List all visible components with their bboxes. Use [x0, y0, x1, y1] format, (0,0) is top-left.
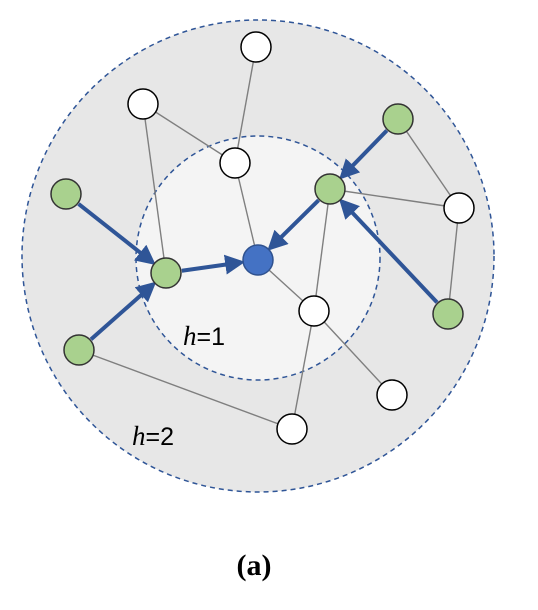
edge-w-center-top-target: [234, 162, 259, 261]
edge-w-center-bottom-w-bottom-right: [313, 310, 393, 396]
arrow-g-right-outer-g-right-inner: [338, 198, 439, 304]
edge-g-right-inner-w-center-bottom: [313, 188, 331, 312]
arrow-g-top-right-g-right-inner: [339, 129, 389, 180]
edge-g-top-right-w-right: [397, 118, 460, 209]
node-w-top: [240, 31, 272, 63]
arrow-g-right-inner-target: [267, 198, 321, 251]
hop-1-variable: h: [183, 321, 197, 351]
edge-w-upper-left-w-center-top: [142, 103, 236, 164]
edge-w-upper-left-g-left-inner: [142, 103, 167, 274]
hop-1-value: =1: [197, 323, 226, 351]
nodes: [50, 31, 475, 445]
node-w-upper-left: [127, 88, 159, 120]
node-g-right-inner: [314, 173, 346, 205]
edge-w-center-bottom-w-bottom: [291, 310, 315, 430]
figure-caption: (a): [237, 549, 272, 582]
hop-1-label: h=1: [183, 321, 225, 351]
node-target: [242, 244, 274, 276]
hop-2-variable: h: [132, 421, 146, 451]
node-g-right-outer: [432, 298, 464, 330]
hop-2-value: =2: [146, 423, 175, 451]
edge-w-top-w-center-top: [234, 46, 257, 164]
edge-g-left-lower-w-bottom: [78, 349, 293, 430]
arrow-g-left-upper-g-left-inner: [77, 202, 156, 265]
arrow-g-left-inner-target: [181, 254, 246, 275]
edge-w-right-g-right-outer: [447, 207, 460, 315]
node-w-right: [443, 192, 475, 224]
node-g-top-right: [382, 103, 414, 135]
node-w-center-top: [219, 147, 251, 179]
node-w-center-bottom: [298, 295, 330, 327]
node-w-bottom: [276, 413, 308, 445]
arrow-g-left-lower-g-left-inner: [89, 281, 157, 341]
message-arrows: [77, 129, 439, 341]
hop-2-label: h=2: [132, 421, 174, 451]
node-g-left-inner: [150, 257, 182, 289]
node-g-left-lower: [63, 334, 95, 366]
node-g-left-upper: [50, 178, 82, 210]
node-w-bottom-right: [376, 379, 408, 411]
edge-g-right-inner-w-right: [329, 188, 460, 209]
